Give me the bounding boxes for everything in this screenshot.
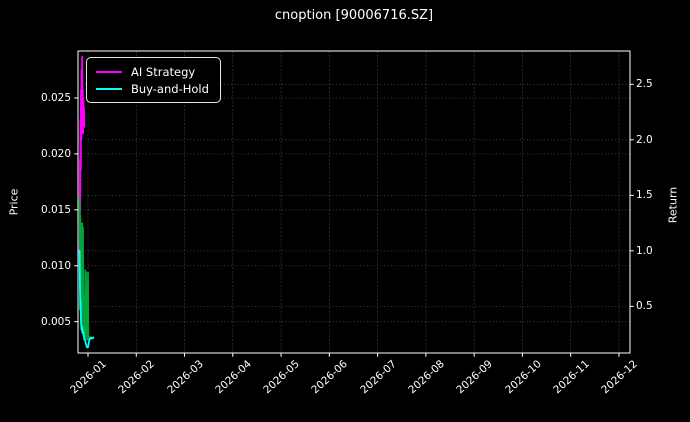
series-price [78,197,90,341]
y-right-tick-label: 2.0 [636,133,653,146]
y-left-tick-label: 0.010 [40,259,71,272]
legend-label: AI Strategy [131,64,196,79]
y-left-tick-label: 0.025 [40,91,71,104]
y-left-tick-label: 0.005 [40,315,71,328]
legend-label: Buy-and-Hold [131,81,209,96]
legend-item-buy-and-hold: Buy-and-Hold [96,80,209,97]
ai-strategy-line-swatch [96,70,122,73]
y-right-tick-label: 0.5 [636,300,653,313]
y-right-tick-label: 1.5 [636,189,653,202]
y-right-tick-label: 2.5 [636,78,653,91]
legend-box: AI Strategy Buy-and-Hold [86,57,221,103]
series-buy-and-hold [78,249,95,349]
y-right-tick-label: 1.0 [636,244,653,257]
legend-item-ai-strategy: AI Strategy [96,63,209,80]
plot-border [77,50,631,354]
y-left-tick-label: 0.015 [40,203,71,216]
y-left-tick-label: 0.020 [40,147,71,160]
chart-title: cnoption [90006716.SZ] [274,8,434,23]
buy-and-hold-line-swatch [96,87,122,90]
